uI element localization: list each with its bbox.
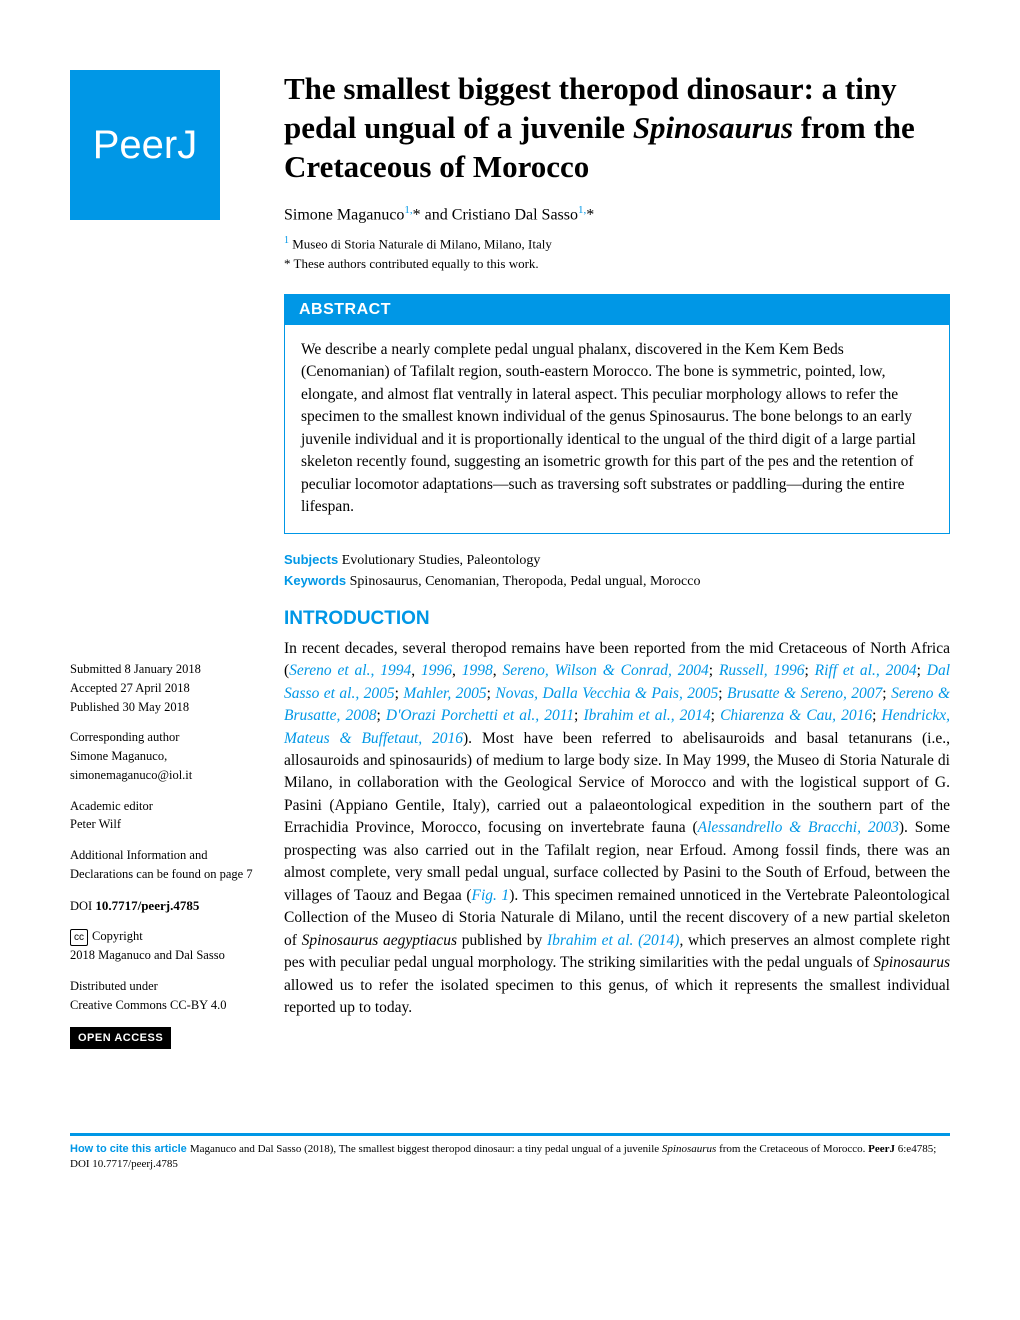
distribution-block: Distributed under Creative Commons CC-BY… [70, 977, 260, 1015]
subjects-label: Subjects [284, 552, 338, 567]
corresponding-block: Corresponding author Simone Maganuco, si… [70, 728, 260, 784]
accepted-line: Accepted 27 April 2018 [70, 679, 260, 698]
footer-divider [70, 1133, 950, 1136]
left-column: PeerJ Submitted 8 January 2018 Accepted … [70, 70, 260, 1061]
footer-citation: How to cite this article Maganuco and Da… [70, 1121, 950, 1173]
abstract-header: ABSTRACT [285, 295, 949, 325]
author-2: Cristiano Dal Sasso [452, 207, 578, 224]
figure-link[interactable]: Fig. 1 [471, 887, 509, 904]
authors-line: Simone Maganuco1,* and Cristiano Dal Sas… [284, 204, 950, 224]
copyright-line: ccCopyright [70, 927, 260, 946]
logo-text: PeerJ [93, 123, 198, 168]
editor-name: Peter Wilf [70, 815, 260, 834]
dates-block: Submitted 8 January 2018 Accepted 27 Apr… [70, 660, 260, 716]
addinfo-text: Additional Information and Declarations … [70, 846, 260, 884]
editor-block: Academic editor Peter Wilf [70, 797, 260, 835]
keywords-line: Keywords Spinosaurus, Cenomanian, Therop… [284, 573, 950, 590]
citation-link[interactable]: Alessandrello & Bracchi, 2003 [698, 819, 899, 836]
citation-link[interactable]: D'Orazi Porchetti et al., 2011 [386, 707, 574, 724]
cc-icon: cc [70, 929, 88, 946]
open-access-block: OPEN ACCESS [70, 1027, 260, 1050]
affiliation-line: 1 Museo di Storia Naturale di Milano, Mi… [284, 235, 950, 252]
cite-label: How to cite this article [70, 1143, 190, 1155]
submitted-line: Submitted 8 January 2018 [70, 660, 260, 679]
abstract-box: ABSTRACT We describe a nearly complete p… [284, 294, 950, 534]
doi-label: DOI [70, 899, 95, 913]
abstract-body: We describe a nearly complete pedal ungu… [285, 325, 949, 533]
published-line: Published 30 May 2018 [70, 698, 260, 717]
introduction-body: In recent decades, several theropod rema… [284, 638, 950, 1020]
contribution-note: * These authors contributed equally to t… [284, 256, 950, 272]
citation-link[interactable]: Mahler, 2005 [403, 685, 486, 702]
citation-link[interactable]: 1998 [462, 662, 493, 679]
citation-link[interactable]: Chiarenza & Cau, 2016 [720, 707, 872, 724]
journal-logo: PeerJ [70, 70, 220, 220]
citation-link[interactable]: Brusatte & Sereno, 2007 [727, 685, 882, 702]
copyright-block: ccCopyright 2018 Maganuco and Dal Sasso [70, 927, 260, 965]
doi-block: DOI 10.7717/peerj.4785 [70, 896, 260, 916]
citation-link[interactable]: Novas, Dalla Vecchia & Pais, 2005 [495, 685, 718, 702]
citation-link[interactable]: Ibrahim et al., 2014 [583, 707, 710, 724]
editor-label: Academic editor [70, 797, 260, 816]
open-access-badge: OPEN ACCESS [70, 1027, 171, 1050]
corresp-email: simonemaganuco@iol.it [70, 766, 260, 785]
citation-link[interactable]: Russell, 1996 [719, 662, 805, 679]
dist-text: Creative Commons CC-BY 4.0 [70, 996, 260, 1015]
dist-label: Distributed under [70, 977, 260, 996]
doi-value[interactable]: 10.7717/peerj.4785 [95, 898, 199, 913]
copyright-text: 2018 Maganuco and Dal Sasso [70, 946, 260, 965]
article-title: The smallest biggest theropod dinosaur: … [284, 70, 950, 186]
citation-link[interactable]: 1996 [421, 662, 452, 679]
citation-link[interactable]: Ibrahim et al. (2014) [547, 932, 680, 949]
addinfo-block: Additional Information and Declarations … [70, 846, 260, 884]
citation-link[interactable]: Sereno et al., 1994 [289, 662, 411, 679]
subjects-line: Subjects Evolutionary Studies, Paleontol… [284, 552, 950, 569]
corresp-label: Corresponding author [70, 728, 260, 747]
citation-link[interactable]: Sereno, Wilson & Conrad, 2004 [502, 662, 708, 679]
sidebar-metadata: Submitted 8 January 2018 Accepted 27 Apr… [70, 660, 260, 1049]
author-1: Simone Maganuco [284, 207, 404, 224]
citation-link[interactable]: Riff et al., 2004 [815, 662, 917, 679]
main-column: The smallest biggest theropod dinosaur: … [284, 70, 950, 1061]
page-container: PeerJ Submitted 8 January 2018 Accepted … [70, 70, 950, 1061]
keywords-label: Keywords [284, 573, 346, 588]
introduction-heading: INTRODUCTION [284, 608, 950, 630]
corresp-name: Simone Maganuco, [70, 747, 260, 766]
